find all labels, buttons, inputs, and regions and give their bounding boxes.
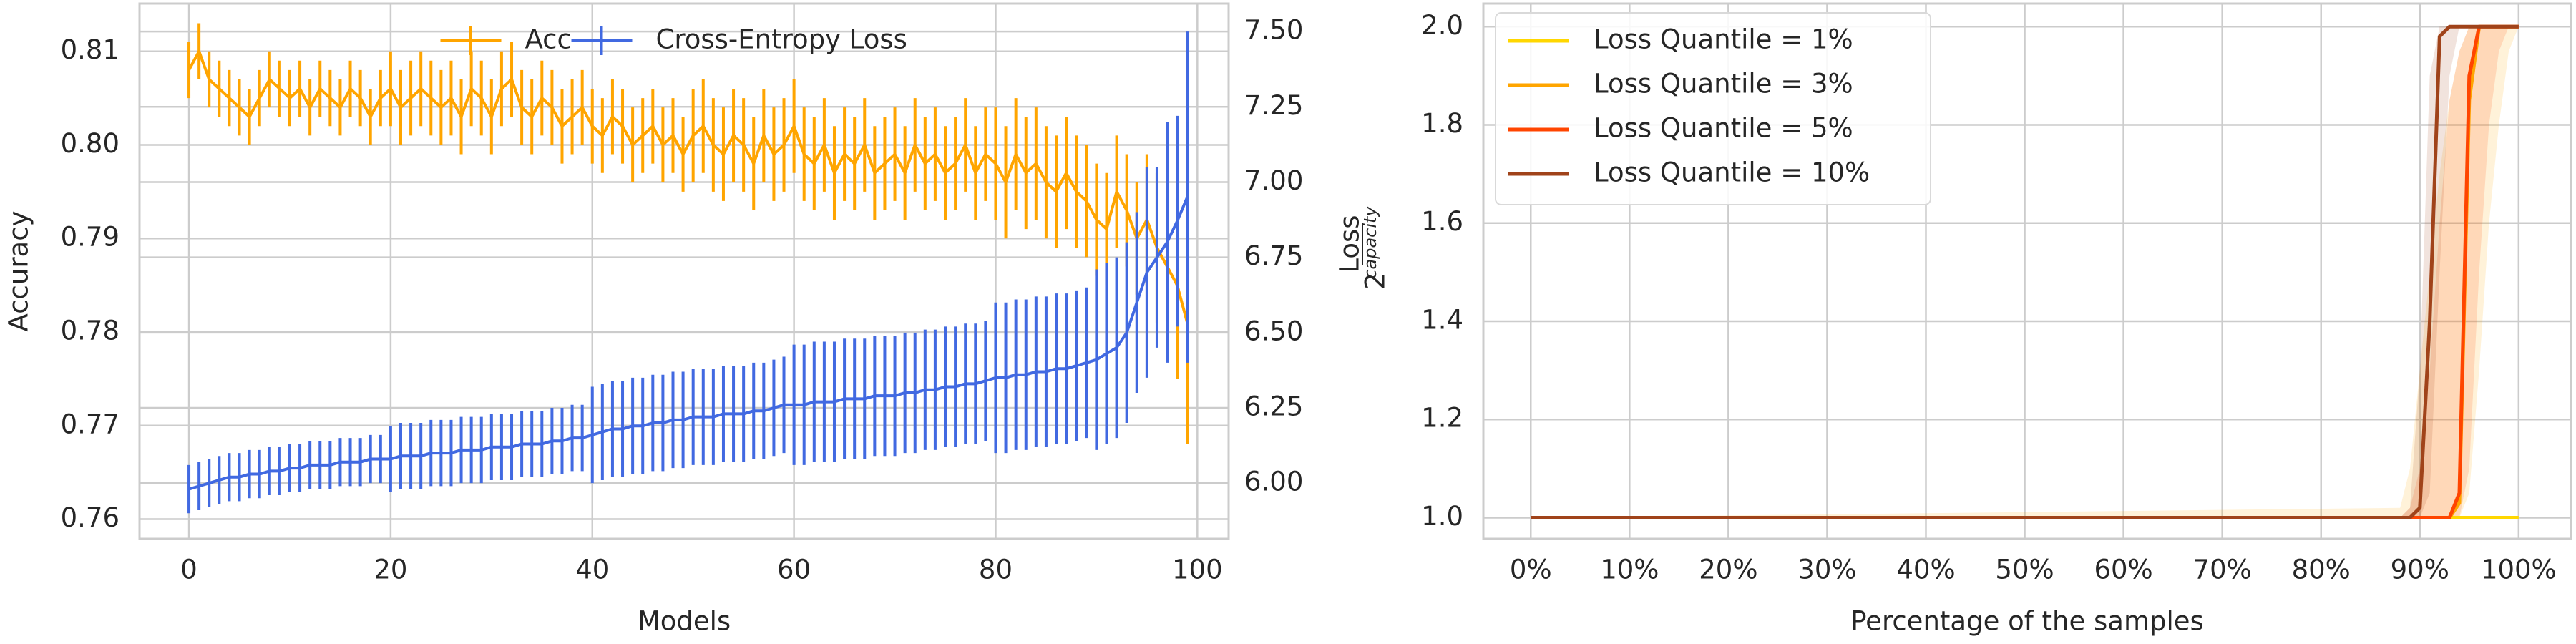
- y-axis-label: Accuracy: [4, 211, 34, 332]
- chart: 0% 10% 20% 30% 40% 50% 60% 70% 80% 90% 100% 1.0 1.2 1…: [1335, 2, 2572, 637]
- y-label-exponent-bottom: capacity: [1360, 206, 1380, 279]
- y-tick-label: 1.6: [1421, 206, 1463, 237]
- series-line: [187, 49, 1189, 323]
- confidence-band: [1531, 26, 2519, 518]
- legend-label: Cross-Entropy Loss: [656, 24, 907, 55]
- y-tick-label: 1.8: [1421, 108, 1463, 139]
- y2-tick-label: 7.50: [1244, 15, 1303, 46]
- confidence-band: [1531, 26, 2519, 518]
- legend-label: Loss Quantile = 10%: [1594, 157, 1870, 188]
- x-tick-label: 20: [374, 555, 407, 585]
- x-tick-label: 80%: [2292, 555, 2351, 585]
- chart: 0 20 40 60 80 100 0.76 0.77 0.78 0.79 0.80 0.81 6.00…: [4, 2, 1303, 637]
- y2-tick-label: 6.75: [1244, 240, 1303, 271]
- x-tick-label: 30%: [1797, 555, 1856, 585]
- x-tick-label: 100: [1172, 555, 1223, 585]
- y2-tick-label: 6.50: [1244, 316, 1303, 346]
- legend-label: Loss Quantile = 5%: [1594, 113, 1853, 144]
- y-tick-label: 0.78: [61, 316, 119, 346]
- y-tick-label: 2.0: [1421, 10, 1463, 41]
- y2-tick-label: 7.00: [1244, 165, 1303, 196]
- confidence-band: [1531, 26, 2519, 518]
- x-tick-label: 60: [777, 555, 811, 585]
- x-axis-label: Models: [638, 606, 731, 637]
- series-line: [1531, 24, 2519, 519]
- y2-tick-label: 7.25: [1244, 90, 1303, 121]
- x-axis-label: Percentage of the samples: [1850, 606, 2204, 637]
- y2-tick-label: 6.25: [1244, 391, 1303, 421]
- x-tick-label: 90%: [2391, 555, 2449, 585]
- legend-label: Loss Quantile = 3%: [1594, 69, 1853, 99]
- legend: Loss Quantile = 1% Loss Quantile = 3% Loss…: [1495, 12, 1931, 205]
- y-tick-label: 0.81: [61, 34, 119, 65]
- y2-tick-label: 6.00: [1244, 467, 1303, 497]
- plot-frame: [1482, 2, 2572, 540]
- y-label-base: 2: [1360, 273, 1391, 290]
- x-tick-label: 60%: [2094, 555, 2152, 585]
- x-tick-label: 40: [575, 555, 609, 585]
- y-tick-label: 0.77: [61, 409, 119, 439]
- x-tick-label: 40%: [1896, 555, 1955, 585]
- x-tick-label: 70%: [2193, 555, 2252, 585]
- plot-frame: [138, 2, 1230, 540]
- x-tick-label: 0: [180, 555, 197, 585]
- x-tick-label: 80: [979, 555, 1013, 585]
- legend-label: Acc: [525, 24, 572, 55]
- series-line: [188, 196, 1189, 491]
- legend: Acc Cross-Entropy Loss: [440, 24, 907, 55]
- legend-label: Loss Quantile = 1%: [1594, 24, 1853, 55]
- legend-box: [1495, 12, 1931, 205]
- x-tick-label: 10%: [1600, 555, 1659, 585]
- y-tick-label: 0.79: [61, 222, 119, 253]
- y-tick-label: 0.80: [61, 128, 119, 159]
- y-label-exponent-top: Loss: [1335, 215, 1365, 273]
- x-tick-label: 20%: [1699, 555, 1757, 585]
- y-tick-label: 1.0: [1421, 501, 1463, 532]
- x-tick-label: 50%: [1995, 555, 2054, 585]
- x-tick-label: 100%: [2481, 555, 2557, 585]
- y-tick-label: 1.2: [1421, 403, 1463, 434]
- y-tick-label: 1.4: [1421, 304, 1463, 335]
- x-tick-label: 0%: [1510, 555, 1552, 585]
- y-tick-label: 0.76: [61, 502, 119, 533]
